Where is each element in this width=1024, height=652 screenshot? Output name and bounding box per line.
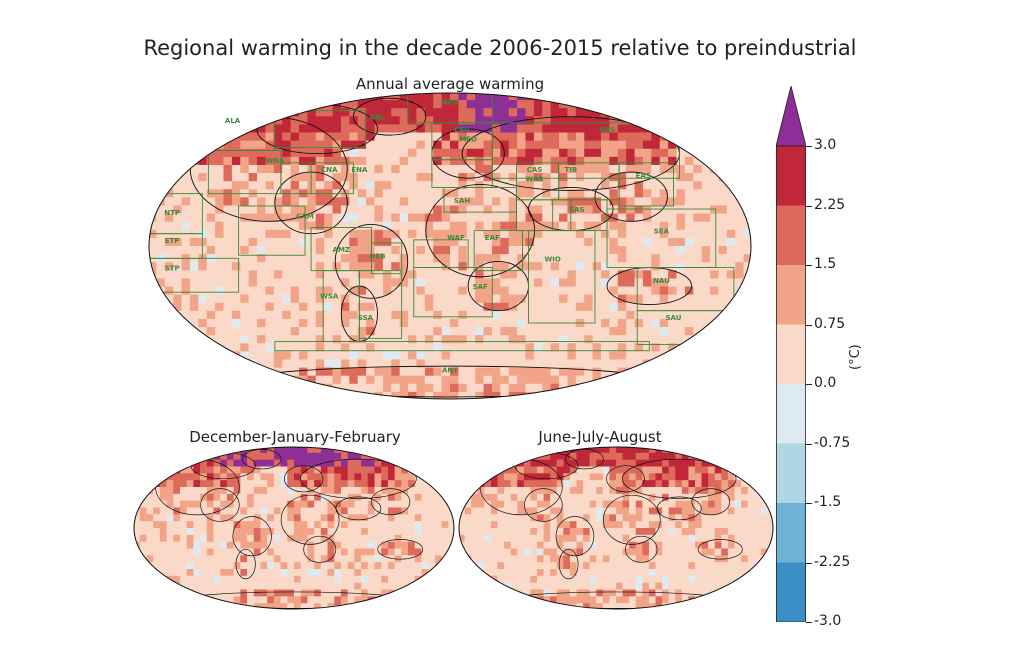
colorbar-tick-label: 0.0: [814, 375, 837, 391]
colorbar-tick-mark: [806, 622, 812, 623]
region-label-eaf: EAF: [485, 234, 500, 242]
region-label-etp: ETP: [165, 237, 180, 245]
region-label-sau: SAU: [666, 314, 682, 322]
region-label-nau: NAU: [653, 277, 670, 285]
colorbar-tick-mark: [806, 324, 812, 326]
colorbar-tick-mark: [806, 265, 812, 266]
colorbar-tick-label: -0.75: [814, 434, 851, 451]
djf-map-border: [133, 446, 455, 610]
colorbar-segment: [776, 503, 806, 563]
colorbar-segment: [776, 205, 806, 265]
colorbar-frame: [776, 145, 806, 622]
colorbar-tick-mark: [806, 205, 812, 207]
colorbar-segment: [776, 324, 806, 384]
region-label-ssa: SSA: [358, 314, 374, 322]
colorbar-tick-mark: [806, 443, 812, 445]
region-label-tib: TIB: [564, 166, 577, 174]
jja-panel-title: June-July-August: [538, 428, 662, 446]
colorbar-segment: [776, 562, 806, 622]
figure-title: Regional warming in the decade 2006-2015…: [143, 36, 857, 60]
colorbar-segment: [776, 443, 806, 503]
colorbar-tick-mark: [806, 562, 812, 564]
colorbar-segment: [776, 146, 806, 206]
region-label-ena: ENA: [351, 166, 368, 174]
colorbar-tick-label: 0.75: [814, 315, 846, 332]
region-label-waf: WAF: [447, 234, 465, 242]
region-label-ceu: CEU: [454, 126, 470, 134]
region-label-sah: SAH: [454, 197, 470, 205]
djf-warming-map: [133, 446, 455, 610]
region-label-neb: NEB: [370, 252, 386, 260]
annual-panel-title: Annual average warming: [355, 75, 545, 93]
colorbar-tick-label: 2.25: [814, 196, 846, 213]
region-label-grl: GRL: [370, 114, 386, 122]
region-label-eas: EAS: [636, 172, 651, 180]
region-label-was: WAS: [526, 175, 544, 183]
colorbar-tick-label: -2.25: [814, 553, 851, 570]
region-label-sea: SEA: [654, 228, 670, 236]
region-label-nas: NAS: [599, 126, 615, 134]
jja-map-border: [458, 446, 774, 610]
colorbar-tick-mark: [806, 503, 812, 504]
colorbar-tick-mark: [806, 146, 812, 147]
region-label-ant: ANT: [442, 366, 458, 374]
region-label-cna: CNA: [321, 166, 338, 174]
colorbar-extend-arrow: [776, 86, 806, 147]
region-label-wna: WNA: [265, 157, 285, 165]
region-label-wsa: WSA: [320, 292, 339, 300]
region-label-med: MED: [459, 135, 477, 143]
region-label-cas: CAS: [527, 166, 543, 174]
region-label-sas: SAS: [569, 206, 585, 214]
colorbar: [776, 86, 806, 622]
region-label-amz: AMZ: [333, 246, 350, 254]
jja-warming-map: [458, 446, 774, 610]
colorbar-unit-label: (°C): [848, 344, 863, 370]
colorbar-tick-label: -3.0: [814, 613, 842, 629]
djf-panel-title: December-January-February: [189, 428, 401, 446]
region-label-neu: NEU: [442, 98, 459, 106]
region-label-ntp: NTP: [164, 209, 180, 217]
region-label-ala: ALA: [225, 117, 241, 125]
colorbar-tick-label: 1.5: [814, 256, 837, 272]
colorbar-segment: [776, 265, 806, 325]
region-label-saf: SAF: [473, 283, 488, 291]
region-label-cam: CAM: [296, 212, 314, 220]
colorbar-segment: [776, 384, 806, 444]
colorbar-tick-label: 3.0: [814, 137, 837, 153]
region-label-stp: STP: [165, 265, 180, 273]
annual-map-border: [148, 92, 752, 400]
colorbar-tick-label: -1.5: [814, 494, 842, 510]
colorbar-tick-mark: [806, 384, 812, 385]
region-label-wio: WIO: [545, 255, 561, 263]
